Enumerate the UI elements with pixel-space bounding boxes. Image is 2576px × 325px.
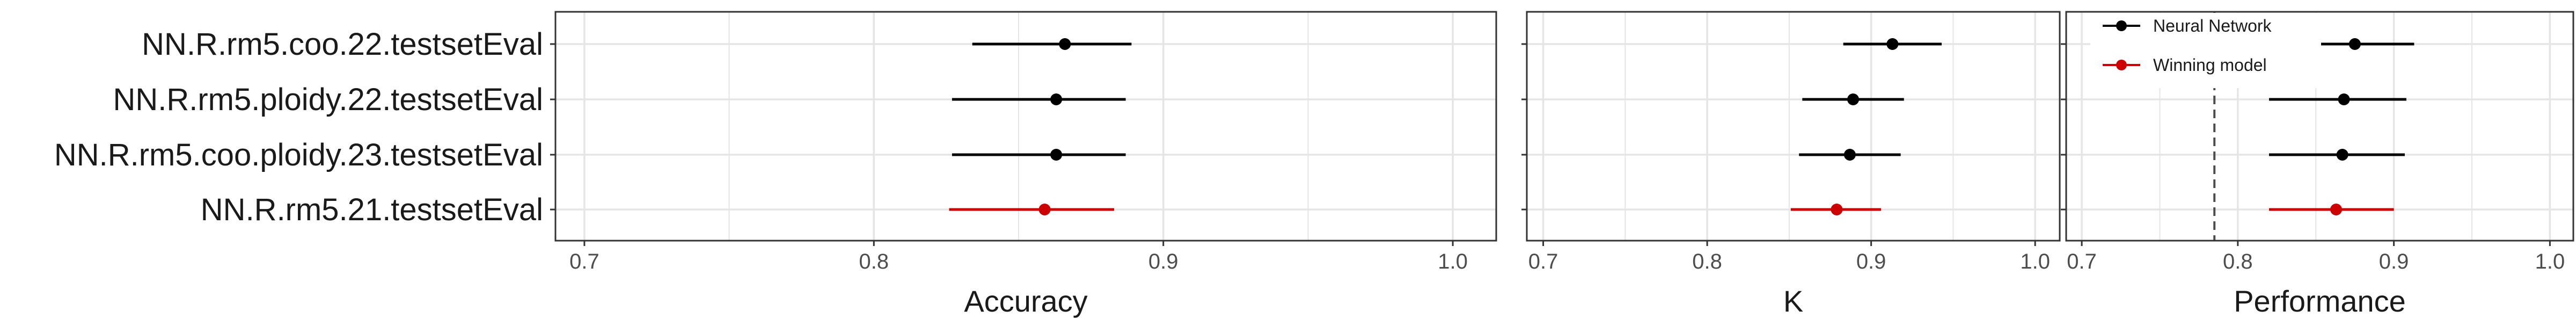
panel-2: 0.7 0.8 0.9 1.0 K (1521, 11, 2061, 318)
x-tick-label: 1.0 (2020, 250, 2050, 273)
panel-3: 0.7 0.8 0.9 1.0 Performance Neural Network Win… (2061, 11, 2574, 318)
x-tick-label: 0.8 (2223, 250, 2253, 273)
legend-key-point (2116, 20, 2127, 31)
legend-label: Winning model (2153, 55, 2267, 75)
legend-label: Neural Network (2153, 16, 2272, 35)
panel-border (1526, 11, 2061, 242)
x-tick-label: 0.9 (2379, 250, 2409, 273)
x-tick-label: 0.7 (569, 250, 599, 273)
panel-border (2065, 11, 2574, 242)
point-estimate (1847, 93, 1860, 105)
x-tick-label: 0.8 (859, 250, 889, 273)
legend: Neural Network Winning model (2090, 13, 2321, 88)
row-label: NN.R.rm5.21.testsetEval (201, 192, 543, 227)
x-tick-label: 0.9 (1148, 250, 1179, 273)
row-label: NN.R.rm5.ploidy.22.testsetEval (113, 82, 543, 117)
x-tick-label: 0.8 (1692, 250, 1722, 273)
point-estimate (2348, 38, 2361, 50)
x-axis-title: K (1783, 284, 1803, 318)
x-tick-label: 1.0 (1438, 250, 1468, 273)
row-label: NN.R.rm5.coo.22.testsetEval (142, 27, 543, 62)
legend-key-point (2116, 60, 2127, 70)
point-estimate (1050, 93, 1063, 105)
panel-border (554, 11, 1497, 242)
x-tick-label: 1.0 (2535, 250, 2565, 273)
point-estimate (1059, 38, 1071, 50)
panel-1: 0.7 0.8 0.9 1.0 Accuracy (550, 11, 1497, 318)
point-estimate (1886, 38, 1899, 50)
x-tick-label: 0.7 (2067, 250, 2097, 273)
point-estimate (2338, 93, 2350, 105)
x-axis-title: Accuracy (964, 284, 1087, 318)
x-tick-label: 0.7 (1528, 250, 1558, 273)
x-tick-label: 0.9 (1856, 250, 1886, 273)
point-estimate (1050, 149, 1063, 161)
row-label: NN.R.rm5.coo.ploidy.23.testsetEval (54, 138, 543, 172)
x-axis-title: Performance (2234, 284, 2406, 318)
point-estimate (1843, 149, 1856, 161)
point-estimate (1831, 204, 1843, 215)
point-estimate (2336, 149, 2348, 161)
point-estimate (1038, 204, 1051, 215)
point-estimate (2330, 204, 2343, 215)
